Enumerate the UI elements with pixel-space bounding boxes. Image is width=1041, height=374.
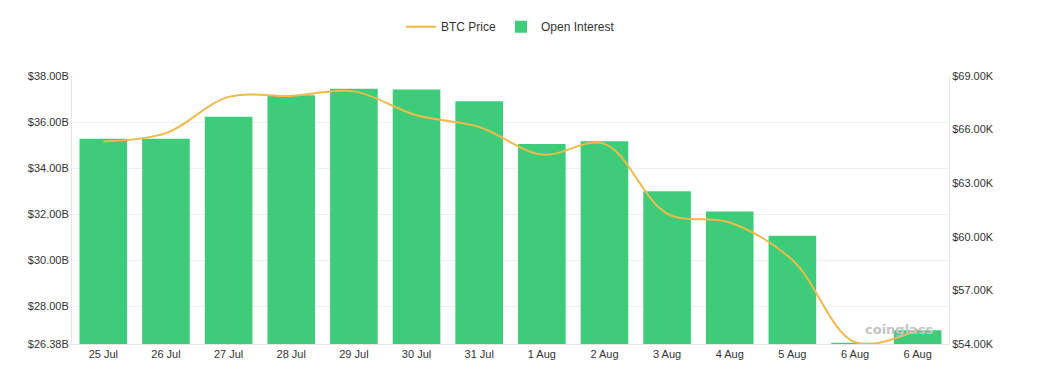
svg-text:BTC Price: BTC Price [441,20,496,34]
svg-text:$63.00K: $63.00K [952,177,994,189]
svg-text:6 Aug: 6 Aug [904,348,932,360]
svg-text:$34.00B: $34.00B [28,162,69,174]
svg-text:coinglass: coinglass [865,322,934,337]
svg-text:$36.00B: $36.00B [28,116,69,128]
svg-text:$32.00B: $32.00B [28,208,69,220]
svg-text:5 Aug: 5 Aug [778,348,806,360]
svg-text:Open Interest: Open Interest [541,20,614,34]
svg-text:4 Aug: 4 Aug [716,348,744,360]
svg-text:25 Jul: 25 Jul [89,348,118,360]
svg-text:3 Aug: 3 Aug [653,348,681,360]
svg-text:28 Jul: 28 Jul [277,348,306,360]
svg-text:2 Aug: 2 Aug [590,348,618,360]
svg-text:1 Aug: 1 Aug [528,348,556,360]
svg-text:$30.00B: $30.00B [28,254,69,266]
svg-text:29 Jul: 29 Jul [339,348,368,360]
svg-text:$66.00K: $66.00K [952,123,994,135]
svg-text:27 Jul: 27 Jul [214,348,243,360]
svg-text:6 Aug: 6 Aug [841,348,869,360]
svg-text:26 Jul: 26 Jul [151,348,180,360]
svg-text:31 Jul: 31 Jul [465,348,494,360]
svg-text:$60.00K: $60.00K [952,231,994,243]
svg-text:$38.00B: $38.00B [28,70,69,82]
svg-text:$26.38B: $26.38B [28,338,69,350]
svg-text:30 Jul: 30 Jul [402,348,431,360]
svg-text:$54.00K: $54.00K [952,338,994,350]
svg-text:$28.00B: $28.00B [28,300,69,312]
svg-text:$57.00K: $57.00K [952,284,994,296]
svg-text:$69.00K: $69.00K [952,70,994,82]
